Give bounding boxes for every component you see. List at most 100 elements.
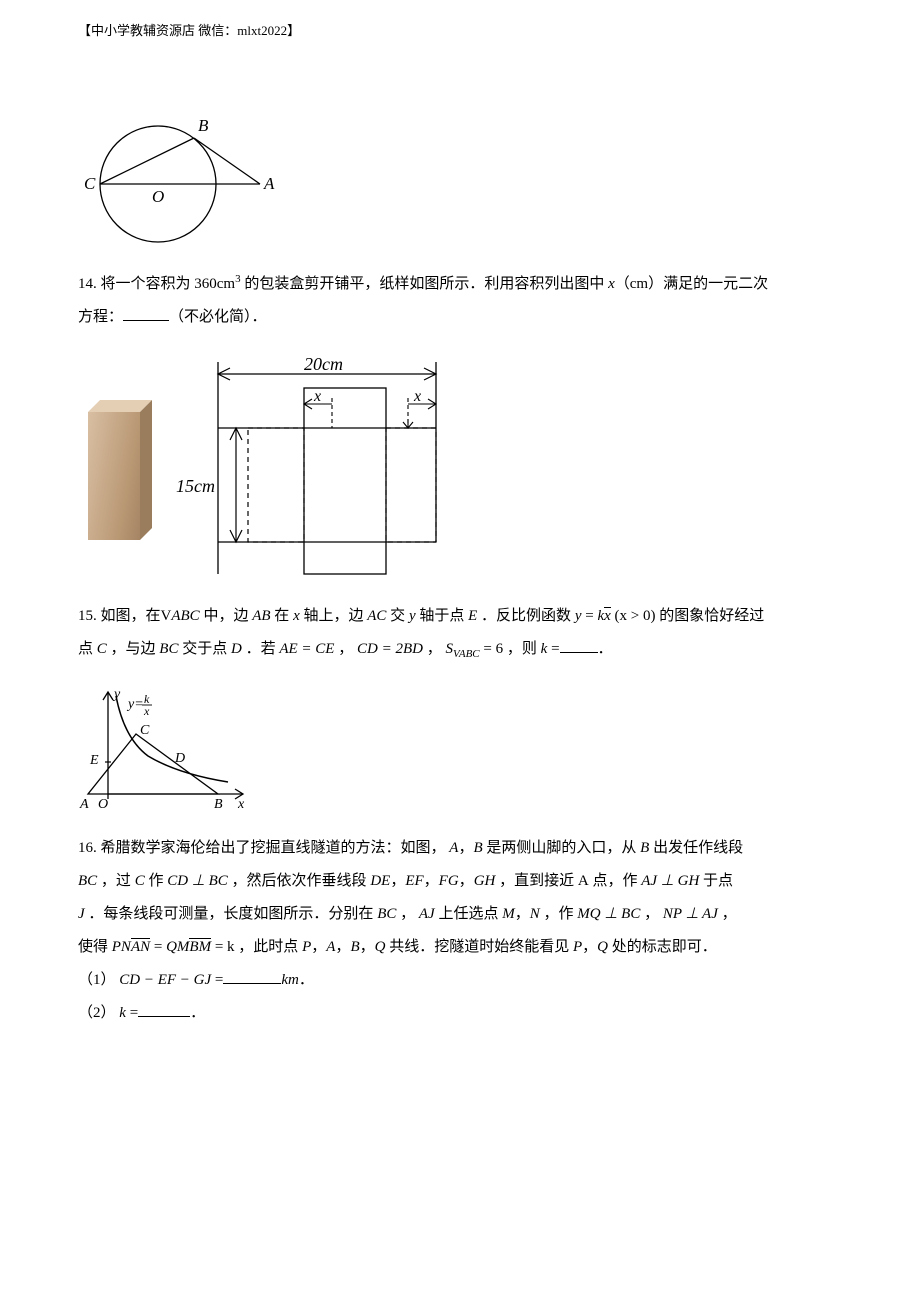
lab-E: E: [89, 753, 99, 768]
text: 上任选点: [435, 906, 503, 922]
text: 处的标志即可．: [608, 939, 717, 955]
text: （cm）满足的一元二次: [615, 276, 768, 292]
CDeq2BD: CD = 2BD: [357, 641, 423, 657]
B: B: [640, 840, 649, 856]
q14: 14. 将一个容积为 360cm3 的包装盒剪开铺平，纸样如图所示．利用容积列出…: [78, 267, 842, 334]
text: ，过: [97, 873, 135, 889]
frac-QM-BM: QMBM: [166, 940, 211, 955]
text: ．每条线段可测量，长度如图所示．分别在: [85, 906, 378, 922]
fraction-kx: kx: [597, 609, 610, 624]
text: ，: [311, 939, 326, 955]
DE: DE: [370, 873, 390, 889]
dim-x1: x: [313, 388, 321, 405]
sub2: （2）: [78, 1005, 119, 1021]
lab-O: O: [98, 797, 108, 812]
text: 的图象恰好经过: [659, 608, 764, 624]
lab-curve-x: x: [143, 704, 150, 718]
qnum: 15.: [78, 608, 97, 624]
NPperpAJ: NP ⊥ AJ: [663, 906, 718, 922]
frac-PN-AN: PNAN: [112, 940, 150, 955]
text: 是两侧山脚的入口，从: [483, 840, 641, 856]
lab-x: x: [237, 797, 245, 812]
text: ，则: [507, 641, 541, 657]
text: ，: [334, 641, 357, 657]
GH: GH: [474, 873, 496, 889]
P: P: [302, 939, 311, 955]
text: ，: [360, 939, 375, 955]
BC: BC: [377, 906, 396, 922]
P: P: [573, 939, 582, 955]
eqk: = k: [215, 939, 235, 955]
text: 方程：: [78, 309, 123, 325]
text: ，: [424, 873, 439, 889]
eq-sign: =: [585, 608, 593, 624]
unit: km: [281, 972, 299, 988]
lab-B: B: [214, 797, 223, 812]
A: A: [578, 873, 589, 889]
text: ，: [335, 939, 350, 955]
dim-15cm: 15cm: [176, 476, 215, 496]
text: ，: [640, 906, 663, 922]
Sval: = 6: [480, 641, 503, 657]
qnum: 16.: [78, 840, 97, 856]
text: （不必化简）．: [169, 309, 267, 325]
text: 轴上，边: [300, 608, 368, 624]
text: 于点: [699, 873, 733, 889]
text: ，直到接近: [495, 873, 578, 889]
AJperpGH: AJ ⊥ GH: [641, 873, 699, 889]
S: S: [445, 641, 453, 657]
x-axis: x: [293, 608, 300, 624]
text: ，: [515, 906, 530, 922]
dim-x2: x: [413, 388, 421, 405]
blank: [560, 637, 598, 653]
C: C: [135, 873, 145, 889]
text: 交于点: [178, 641, 231, 657]
q15: 15. 如图，在VABC 中，边 AB 在 x 轴上，边 AC 交 y 轴于点 …: [78, 600, 842, 666]
blank: [138, 1001, 190, 1017]
FG: FG: [439, 873, 459, 889]
B: B: [350, 939, 359, 955]
text: 希腊数学家海伦给出了挖掘直线隧道的方法：如图，: [101, 840, 450, 856]
EF: EF: [405, 873, 423, 889]
text: ，然后依次作垂线段: [228, 873, 371, 889]
lab-y: y: [112, 687, 121, 702]
text: 将一个容积为 360cm: [101, 276, 236, 292]
text: ，与边: [107, 641, 160, 657]
text: ，: [459, 873, 474, 889]
E: E: [468, 608, 477, 624]
blank: [123, 305, 169, 321]
lab-D: D: [174, 751, 185, 766]
text: ，: [718, 906, 737, 922]
qnum: 14.: [78, 276, 97, 292]
text: ，作: [540, 906, 578, 922]
text: ，: [582, 939, 597, 955]
text: 点: [78, 641, 97, 657]
AJ: AJ: [419, 906, 435, 922]
label-B: B: [198, 116, 209, 135]
B: B: [473, 840, 482, 856]
period: ．: [598, 641, 613, 657]
box-3d: [88, 400, 156, 540]
expr1: CD − EF − GJ: [119, 972, 211, 988]
period: ．: [299, 972, 314, 988]
text: 轴于点: [416, 608, 469, 624]
BC: BC: [159, 641, 178, 657]
Q: Q: [375, 939, 386, 955]
page-header: 【中小学教辅资源店 微信：mlxt2022】: [78, 20, 842, 39]
var-x: x: [608, 276, 615, 292]
text: 共线．挖隧道时始终能看见: [385, 939, 573, 955]
lab-C: C: [140, 723, 150, 738]
text: 在: [271, 608, 294, 624]
figure-q13: B C O A: [78, 89, 842, 249]
text: 的包装盒剪开铺平，纸样如图所示．利用容积列出图中: [241, 276, 609, 292]
BC: BC: [78, 873, 97, 889]
Ssub: VABC: [453, 648, 480, 660]
text: ，此时点: [238, 939, 302, 955]
figure-q14: 20cm x x 15cm: [88, 352, 842, 582]
label-C: C: [84, 174, 96, 193]
text: 使得: [78, 939, 112, 955]
MQperpBC: MQ ⊥ BC: [577, 906, 640, 922]
eq: =: [126, 1005, 138, 1021]
lab-curve-y: y=: [126, 697, 144, 712]
period: ．: [190, 1005, 205, 1021]
